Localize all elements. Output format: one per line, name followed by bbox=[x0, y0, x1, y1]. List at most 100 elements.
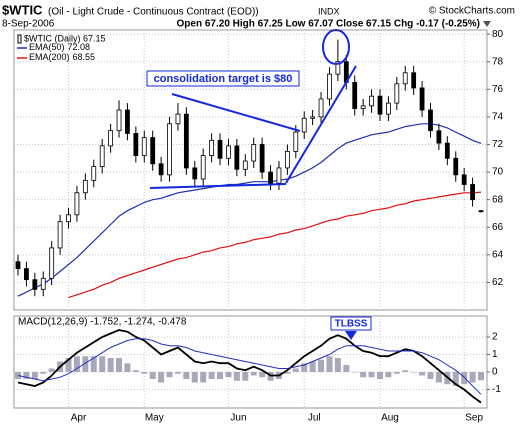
histogram-bar bbox=[191, 371, 198, 383]
histogram-bar bbox=[141, 371, 148, 374]
histogram-bar bbox=[183, 371, 190, 379]
candle-body bbox=[108, 130, 113, 147]
candle-body bbox=[15, 261, 21, 270]
y-tick-label: 74 bbox=[492, 112, 504, 123]
candle-body bbox=[352, 82, 358, 110]
legend-title: $WTIC (Daily) 67.15 bbox=[24, 33, 106, 43]
candle-body bbox=[183, 113, 189, 169]
x-tick-label: Jun bbox=[230, 413, 246, 424]
candle-body bbox=[402, 72, 408, 85]
candle-body bbox=[125, 109, 130, 134]
legend-entry: EMA(50) 72.08 bbox=[29, 42, 90, 52]
series-line bbox=[17, 329, 482, 404]
histogram-bar bbox=[427, 371, 434, 379]
candle-body bbox=[327, 73, 332, 100]
histogram-bar bbox=[419, 371, 426, 376]
y-tick-label: 1 bbox=[492, 349, 498, 360]
histogram-bar bbox=[259, 371, 266, 378]
histogram-bar bbox=[225, 371, 232, 378]
histogram-bar bbox=[376, 371, 383, 379]
candle-body bbox=[40, 277, 46, 290]
histogram-bar bbox=[461, 371, 468, 385]
candle-body bbox=[133, 133, 139, 156]
candle-body bbox=[251, 144, 257, 162]
candle-body bbox=[470, 184, 475, 201]
histogram-bar bbox=[82, 356, 89, 372]
down-arrow bbox=[483, 21, 491, 27]
legend-value: 68.55 bbox=[73, 52, 96, 62]
histogram-bar bbox=[393, 371, 400, 374]
candle-body bbox=[385, 102, 391, 115]
y-tick-label: 62 bbox=[492, 277, 504, 288]
histogram-bar bbox=[132, 370, 139, 372]
histogram-bar bbox=[334, 357, 341, 372]
candle-body bbox=[192, 167, 198, 180]
y-tick-label: 66 bbox=[492, 222, 504, 233]
histogram-bar bbox=[351, 371, 358, 373]
candle-body bbox=[259, 144, 265, 173]
candle-body bbox=[242, 160, 248, 170]
histogram-bar bbox=[385, 371, 392, 378]
candle-body bbox=[411, 72, 417, 89]
candle-body bbox=[66, 214, 71, 223]
candle-body bbox=[32, 279, 38, 290]
candle-body bbox=[200, 155, 206, 180]
candle-body bbox=[284, 150, 290, 169]
y-tick-label: -1 bbox=[492, 384, 501, 395]
histogram-bar bbox=[309, 361, 316, 372]
candle-body bbox=[158, 163, 164, 176]
candle-body bbox=[141, 137, 147, 156]
histogram-bar bbox=[368, 371, 375, 378]
candle-body bbox=[82, 179, 88, 194]
histogram-bar bbox=[174, 371, 181, 374]
candle-body bbox=[167, 123, 172, 176]
y-tick-label: 70 bbox=[492, 167, 504, 178]
candle-body bbox=[99, 145, 105, 167]
histogram-bar bbox=[284, 371, 291, 374]
histogram-bar bbox=[410, 371, 417, 373]
y-tick-label: 72 bbox=[492, 139, 504, 150]
y-tick-label: 64 bbox=[492, 249, 504, 260]
description: (Oil - Light Crude - Continuous Contract… bbox=[48, 7, 259, 18]
candle-body bbox=[478, 210, 484, 213]
candle-body bbox=[318, 98, 324, 118]
histogram-bar bbox=[250, 371, 257, 376]
histogram-bar bbox=[48, 368, 55, 372]
candle-body bbox=[209, 139, 215, 156]
histogram-bar bbox=[149, 371, 156, 379]
date: 8-Sep-2006 bbox=[2, 19, 55, 30]
histogram-bar bbox=[208, 371, 215, 379]
candle-body bbox=[360, 105, 366, 110]
candle-body bbox=[453, 157, 459, 176]
macd-title: MACD(12,26,9) -1.752, -1.274, -0.478 bbox=[18, 317, 187, 328]
trend-line bbox=[149, 183, 287, 189]
candle-body bbox=[217, 139, 223, 159]
histogram-bar bbox=[15, 371, 21, 379]
histogram-bar bbox=[90, 356, 97, 372]
trend-line bbox=[171, 93, 301, 132]
candle-body bbox=[444, 142, 450, 159]
histogram-bar bbox=[292, 368, 299, 372]
exchange: INDX bbox=[318, 6, 340, 16]
annotation: consolidation target is $80 bbox=[154, 73, 293, 85]
y-tick-label: 78 bbox=[492, 56, 504, 67]
candle-body bbox=[394, 83, 400, 104]
candle-body bbox=[150, 137, 156, 165]
y-tick-label: 76 bbox=[492, 84, 504, 95]
legend-value: 72.08 bbox=[68, 42, 91, 52]
legend-entry: EMA(200) 68.55 bbox=[29, 52, 95, 62]
highlight-circle bbox=[322, 29, 350, 65]
candle-body bbox=[335, 61, 341, 75]
histogram-bar bbox=[65, 357, 72, 372]
histogram-bar bbox=[107, 357, 114, 372]
histogram-bar bbox=[23, 371, 30, 379]
x-tick-label: Aug bbox=[381, 413, 399, 424]
y-tick-label: 2 bbox=[492, 332, 498, 343]
candle-body bbox=[24, 268, 29, 281]
candle-body bbox=[91, 166, 97, 181]
candle-body bbox=[428, 109, 433, 132]
histogram-bar bbox=[402, 370, 409, 372]
histogram-bar bbox=[116, 357, 123, 372]
histogram-bar bbox=[469, 371, 476, 383]
